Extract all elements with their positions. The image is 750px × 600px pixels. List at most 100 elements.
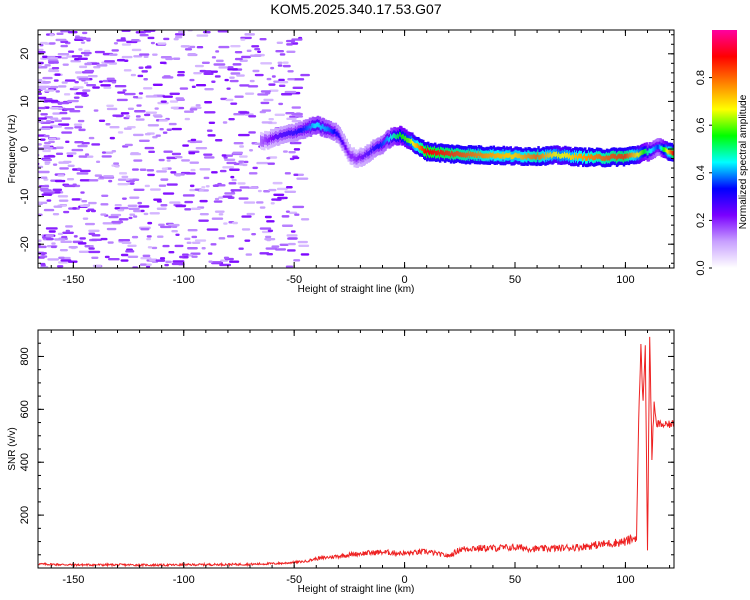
noise-blob: [153, 198, 162, 201]
noise-blob: [284, 190, 297, 194]
noise-blob: [144, 146, 155, 150]
colorbar-tick-label: 0.6: [695, 118, 707, 133]
noise-blob: [125, 250, 135, 253]
noise-blob: [150, 41, 155, 45]
noise-blob: [98, 119, 106, 123]
noise-blob: [106, 107, 118, 111]
noise-blob: [144, 184, 150, 188]
noise-blob: [58, 199, 69, 202]
noise-blob: [62, 160, 72, 164]
noise-blob: [103, 175, 114, 178]
noise-blob: [158, 119, 168, 122]
noise-blob: [156, 170, 168, 173]
noise-blob: [74, 126, 83, 129]
noise-blob: [64, 126, 74, 130]
noise-blob: [230, 175, 235, 179]
noise-blob: [226, 161, 237, 165]
noise-blob: [292, 205, 305, 209]
noise-blob: [121, 197, 127, 200]
noise-blob: [78, 250, 90, 253]
noise-blob: [155, 134, 161, 137]
noise-blob: [224, 78, 229, 82]
noise-blob: [74, 141, 84, 144]
noise-blob: [267, 229, 274, 233]
noise-blob: [208, 121, 216, 124]
noise-blob: [88, 136, 95, 140]
noise-blob: [182, 45, 188, 48]
noise-blob: [63, 184, 76, 188]
noise-blob: [201, 186, 206, 189]
noise-blob: [165, 57, 174, 61]
noise-blob: [117, 178, 128, 181]
noise-blob: [212, 184, 220, 187]
noise-blob: [59, 167, 69, 170]
noise-blob: [60, 259, 72, 262]
noise-blob: [112, 114, 124, 117]
noise-blob: [247, 85, 259, 88]
noise-blob: [169, 201, 181, 204]
noise-blob: [239, 111, 250, 114]
noise-blob: [287, 249, 296, 252]
noise-blob: [241, 215, 252, 218]
noise-blob: [184, 237, 191, 241]
noise-blob: [143, 212, 149, 216]
noise-blob: [123, 69, 132, 72]
noise-blob: [139, 168, 147, 171]
noise-blob: [268, 188, 277, 192]
noise-blob: [84, 81, 89, 85]
spectrogram-marks: [38, 30, 674, 268]
noise-blob: [101, 194, 109, 197]
noise-blob: [218, 213, 224, 216]
noise-blob: [256, 201, 264, 204]
noise-blob: [78, 155, 88, 158]
noise-blob: [42, 80, 51, 84]
spectrogram-y-tick-label: 0: [19, 146, 31, 152]
noise-blob: [271, 245, 280, 248]
noise-blob: [287, 242, 296, 246]
noise-blob: [137, 74, 144, 78]
noise-blob: [111, 81, 117, 84]
noise-blob: [165, 260, 172, 264]
noise-blob: [94, 50, 105, 54]
noise-blob: [78, 128, 86, 132]
noise-blob: [104, 255, 110, 259]
noise-blob: [77, 144, 88, 148]
snr-y-tick-label: 200: [19, 506, 31, 524]
noise-blob: [129, 196, 140, 199]
noise-blob: [285, 210, 290, 213]
noise-blob: [232, 63, 242, 66]
colorbar-label: Normalized spectral amplitude: [738, 94, 749, 229]
noise-blob: [159, 257, 166, 260]
noise-blob: [38, 162, 40, 166]
noise-blob: [62, 63, 69, 66]
noise-blob: [248, 172, 258, 175]
noise-blob: [147, 173, 155, 177]
noise-blob: [38, 165, 44, 169]
noise-blob: [39, 255, 48, 258]
noise-blob: [71, 55, 83, 58]
noise-blob: [210, 70, 218, 73]
noise-blob: [233, 142, 244, 145]
noise-blob: [63, 93, 71, 96]
noise-blob: [245, 253, 253, 256]
noise-blob: [39, 127, 51, 131]
noise-blob: [281, 224, 294, 227]
noise-blob: [111, 150, 117, 153]
noise-blob: [108, 215, 119, 219]
noise-blob: [239, 163, 245, 166]
noise-blob: [139, 263, 147, 266]
noise-blob: [105, 123, 111, 126]
noise-blob: [109, 126, 120, 129]
noise-blob: [43, 134, 50, 138]
noise-blob: [123, 59, 129, 62]
noise-blob: [228, 117, 235, 121]
noise-blob: [241, 228, 251, 231]
noise-blob: [92, 86, 100, 89]
noise-blob: [115, 165, 120, 168]
noise-blob: [40, 87, 47, 90]
noise-blob: [59, 111, 68, 115]
noise-blob: [184, 208, 192, 211]
noise-blob: [135, 118, 145, 121]
